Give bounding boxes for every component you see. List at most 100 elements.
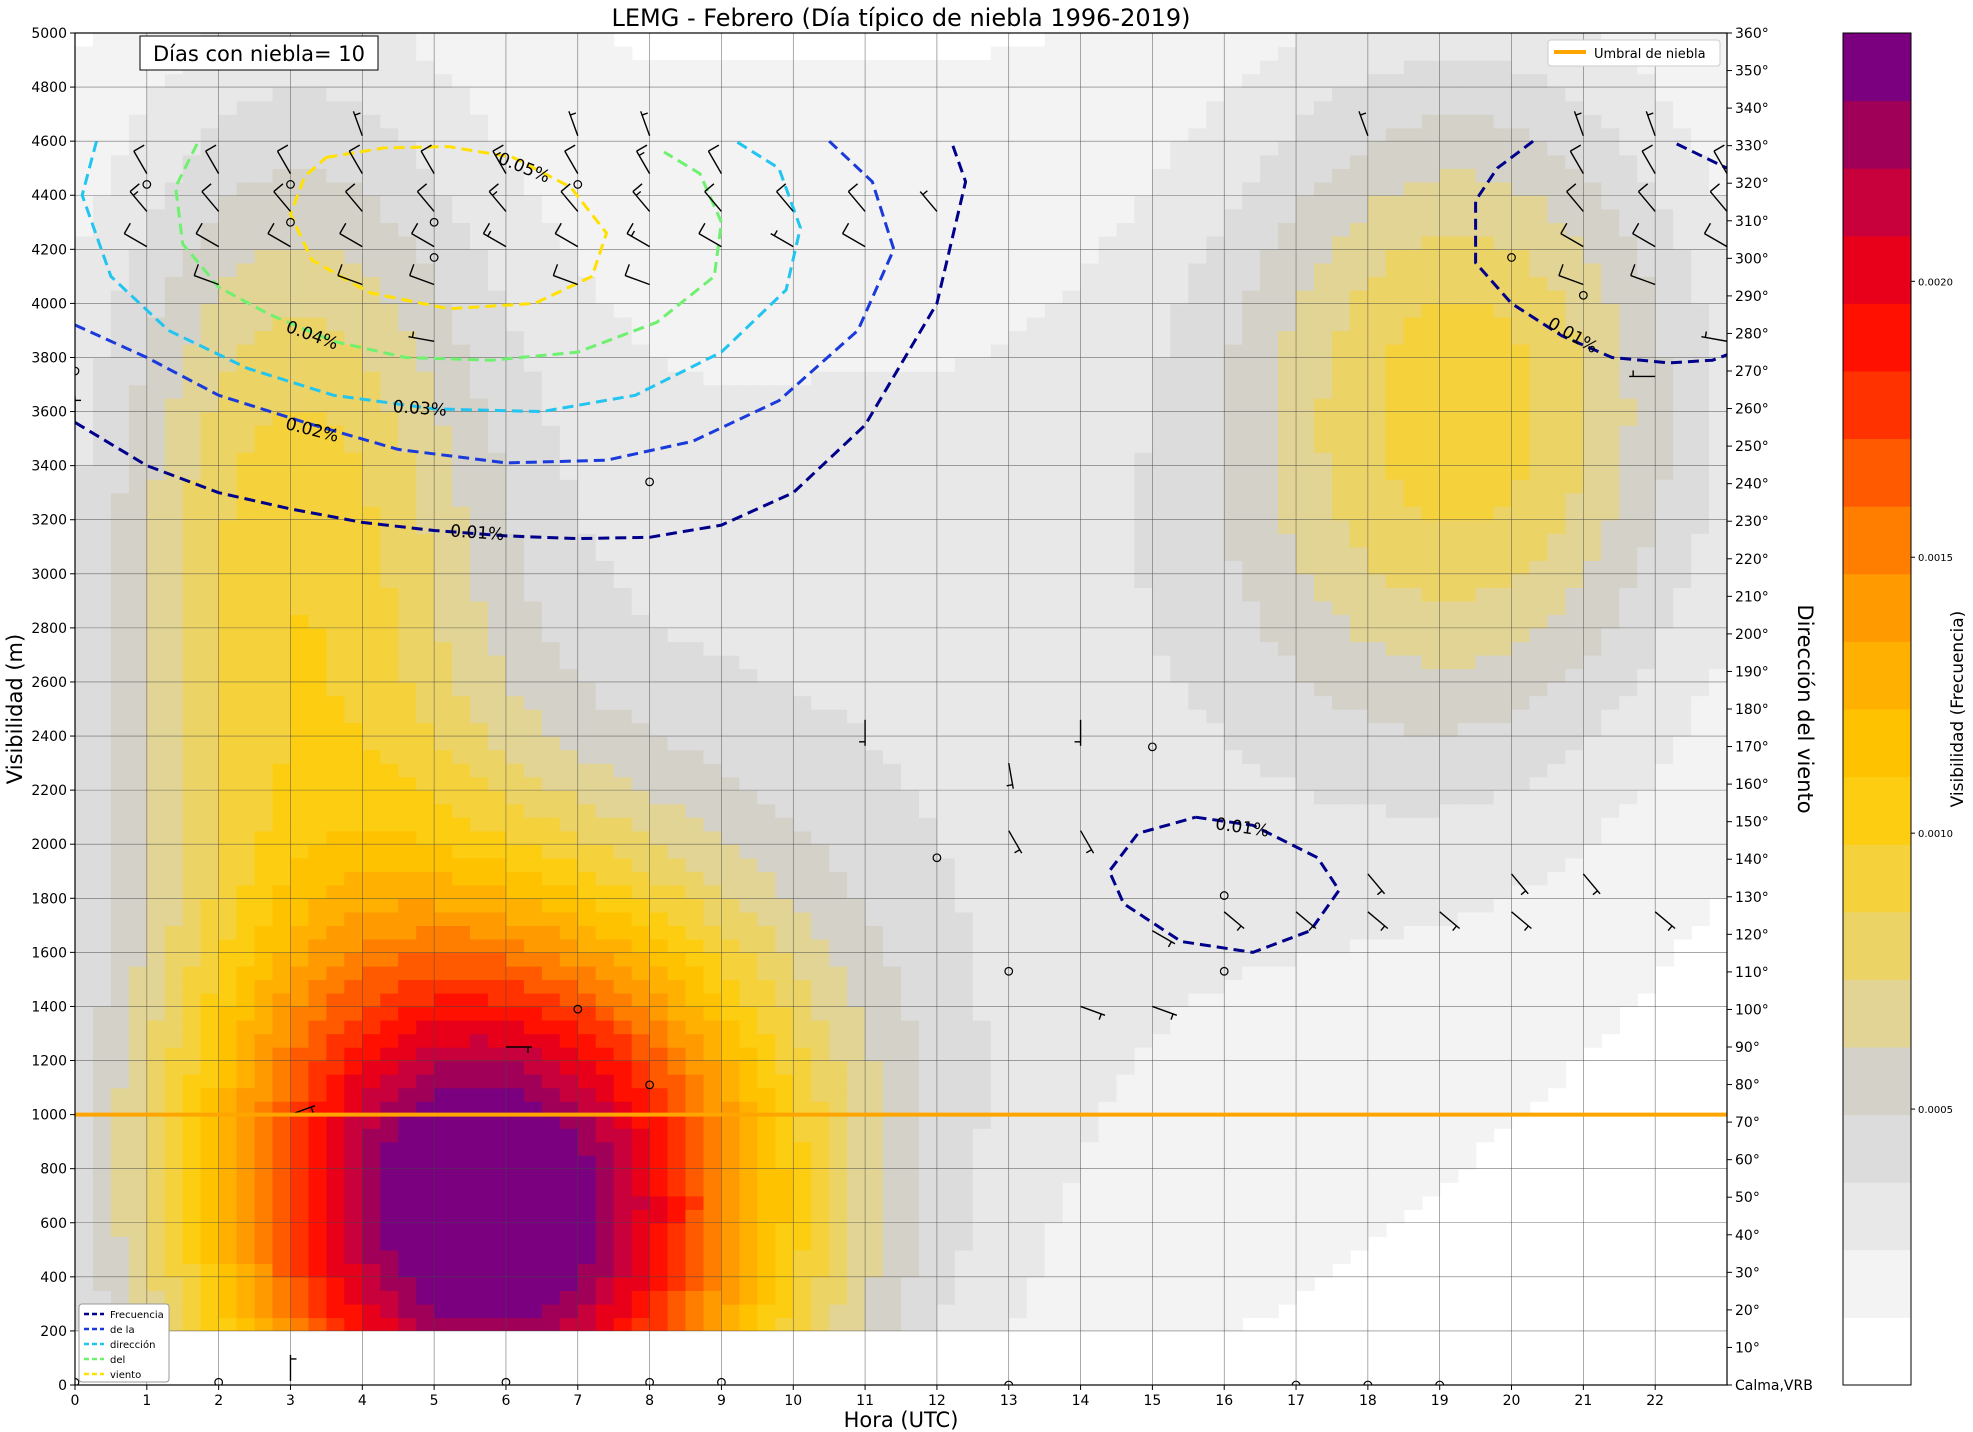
heat-cell (398, 911, 417, 926)
heat-cell (847, 776, 866, 791)
heat-cell (775, 1155, 794, 1170)
heat-cell (362, 411, 381, 426)
heat-cell (595, 1033, 615, 1048)
heat-cell (775, 1114, 794, 1129)
heat-cell (829, 87, 848, 102)
heat-cell (506, 1074, 525, 1089)
heat-cell (847, 1047, 866, 1062)
heat-cell (954, 871, 974, 886)
heat-cell (488, 1141, 507, 1156)
heat-cell (236, 911, 256, 926)
heat-cell (793, 803, 812, 818)
heat-cell (308, 925, 328, 940)
heat-cell (577, 695, 597, 710)
heat-cell (470, 1087, 489, 1102)
heat-cell (577, 1114, 597, 1129)
heat-cell (667, 262, 687, 277)
heat-cell (290, 519, 310, 534)
heat-cell (739, 208, 759, 223)
heat-cell (470, 519, 489, 534)
heat-cell (541, 1249, 561, 1264)
heat-cell (703, 682, 723, 697)
heat-cell (200, 898, 220, 913)
heat-cell (811, 1317, 830, 1332)
heat-cell (236, 1209, 256, 1224)
heat-cell (488, 411, 507, 426)
heat-cell (434, 127, 453, 142)
heat-cell (290, 168, 310, 183)
heat-cell (344, 384, 363, 399)
heat-cell (326, 330, 346, 345)
heat-cell (236, 938, 256, 953)
heat-cell (541, 1047, 561, 1062)
heat-cell (847, 938, 866, 953)
heat-cell (757, 560, 776, 575)
heat-cell (110, 357, 130, 372)
heat-cell (865, 330, 884, 345)
heat-cell (308, 492, 328, 507)
heat-cell (703, 627, 723, 643)
heat-cell (110, 1006, 130, 1021)
heat-cell (936, 546, 956, 561)
heat-cell (954, 627, 974, 643)
heat-cell (667, 60, 687, 75)
heat-cell (811, 763, 830, 778)
heat-cell (110, 1128, 130, 1143)
heat-cell (380, 506, 399, 521)
heat-cell (847, 73, 866, 88)
heat-cell (110, 1263, 130, 1278)
heat-cell (470, 533, 489, 548)
heat-cell (919, 73, 938, 88)
heat-cell (577, 168, 597, 183)
heat-cell (811, 492, 830, 507)
heat-cell (901, 533, 920, 548)
heat-cell (595, 1195, 615, 1210)
heat-cell (793, 1236, 812, 1251)
heat-cell (488, 465, 507, 480)
heat-cell (308, 1222, 328, 1237)
heat-cell (972, 695, 992, 710)
heat-cell (865, 803, 884, 818)
heat-cell (272, 1303, 292, 1319)
heat-cell (577, 195, 597, 210)
heat-cell (757, 316, 776, 332)
heat-cell (811, 871, 830, 886)
heat-cell (254, 1276, 274, 1291)
heat-cell (164, 1168, 184, 1183)
heat-cell (595, 46, 615, 61)
heat-cell (416, 438, 435, 453)
heat-cell (93, 1087, 112, 1102)
heat-cell (326, 87, 346, 102)
heat-cell (667, 722, 687, 737)
heat-cell (901, 749, 920, 764)
heat-cell (703, 1182, 723, 1197)
heat-cell (901, 1290, 920, 1305)
heat-cell (128, 587, 148, 602)
heat-cell (703, 803, 723, 818)
heat-cell (667, 600, 687, 615)
heat-cell (667, 817, 687, 832)
heat-cell (990, 235, 1010, 250)
heat-cell (362, 506, 381, 521)
heat-cell (344, 357, 363, 372)
heat-cell (523, 803, 543, 818)
heat-cell (631, 492, 651, 507)
heat-cell (380, 668, 399, 683)
heat-cell (236, 154, 256, 169)
heat-cell (128, 911, 148, 926)
heat-cell (757, 289, 776, 305)
heat-cell (847, 992, 866, 1008)
heat-cell (146, 871, 166, 886)
heat-cell (200, 641, 220, 656)
heat-cell (272, 303, 292, 318)
heat-cell (919, 168, 938, 183)
heat-cell (75, 60, 94, 75)
heat-cell (110, 506, 130, 521)
heat-cell (128, 573, 148, 588)
heat-cell (721, 871, 741, 886)
heat-cell (1008, 911, 1028, 926)
heat-cell (865, 830, 884, 845)
heat-cell (164, 668, 184, 683)
heat-cell (164, 506, 184, 521)
heat-cell (793, 154, 812, 169)
